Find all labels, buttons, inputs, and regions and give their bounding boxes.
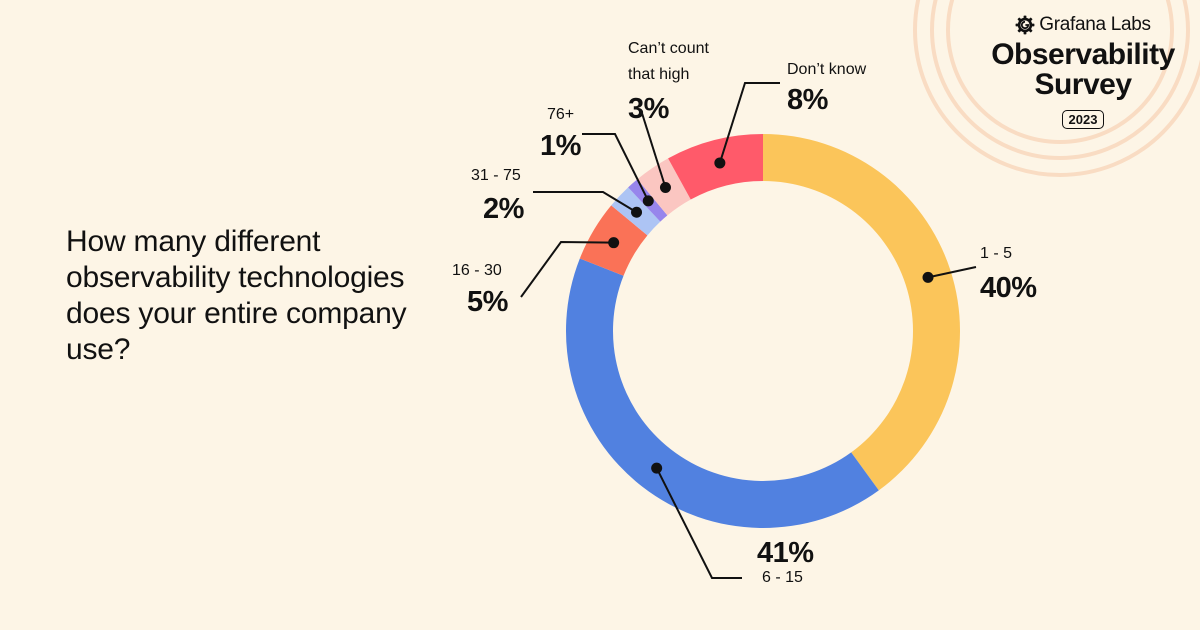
label-31-75-category: 31 - 75 (471, 167, 521, 184)
label-cant-count-percent: 3% (628, 93, 669, 125)
brand-name: Grafana Labs (1039, 14, 1151, 35)
label-76-plus-category: 76+ (547, 106, 575, 123)
leader-dot-6-15 (651, 462, 663, 474)
survey-title-line1: Observability (991, 38, 1175, 71)
label-16-30-percent: 5% (467, 286, 508, 318)
question-title: How many different observability technol… (66, 225, 407, 366)
label-31-75-percent: 2% (483, 193, 524, 225)
label-1-5-percent: 40% (980, 272, 1037, 304)
leader-dot-76-plus (642, 195, 654, 207)
donut-segment-dont-know (668, 134, 763, 200)
label-cant-count-category-line2: that high (628, 66, 690, 83)
label-dont-know-category: Don’t know (787, 61, 867, 78)
leader-line-31-75 (533, 191, 638, 214)
leader-dot-cant-count (659, 182, 671, 194)
leader-line-1-5 (927, 266, 977, 279)
leader-line-dont-know (718, 82, 780, 164)
label-6-15-category: 6 - 15 (762, 569, 803, 586)
leader-dot-dont-know (714, 157, 726, 169)
leader-dot-31-75 (631, 206, 643, 218)
brand-block: Grafana Labs Observability Survey 2023 (988, 14, 1178, 129)
leader-line-16-30 (520, 240, 614, 298)
donut-segment-1-5 (763, 134, 960, 491)
label-1-5-category: 1 - 5 (980, 245, 1013, 262)
survey-title: Observability Survey (988, 40, 1178, 100)
leader-line-76-plus (582, 133, 650, 202)
leader-line-6-15 (655, 467, 742, 579)
label-dont-know-percent: 8% (787, 84, 828, 116)
label-16-30-category: 16 - 30 (452, 262, 502, 279)
donut-segment-6-15 (566, 258, 879, 528)
label-6-15-percent: 41% (757, 537, 814, 569)
leader-dot-16-30 (608, 237, 620, 249)
label-76-plus-percent: 1% (540, 130, 581, 162)
grafana-logo-icon (1015, 15, 1035, 35)
brand-row: Grafana Labs (988, 14, 1178, 36)
label-cant-count-category-line1: Can’t count (628, 40, 709, 57)
survey-title-line2: Survey (1034, 68, 1132, 101)
year-badge: 2023 (1061, 110, 1105, 129)
leader-dot-1-5 (922, 271, 934, 283)
leader-line-cant-count (640, 109, 667, 188)
